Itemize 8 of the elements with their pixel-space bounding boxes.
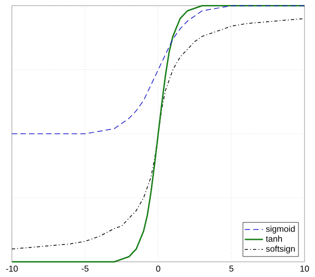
legend-label: sigmoid: [266, 225, 295, 234]
x-tick-label: 0: [156, 265, 160, 272]
legend-label: softsign: [266, 245, 295, 254]
legend-label: tanh: [266, 235, 282, 242]
x-tick-label: 5: [229, 265, 234, 272]
x-tick-label: 10: [300, 265, 309, 272]
x-tick-label: -5: [82, 265, 88, 272]
x-tick-label: -10: [6, 265, 18, 272]
